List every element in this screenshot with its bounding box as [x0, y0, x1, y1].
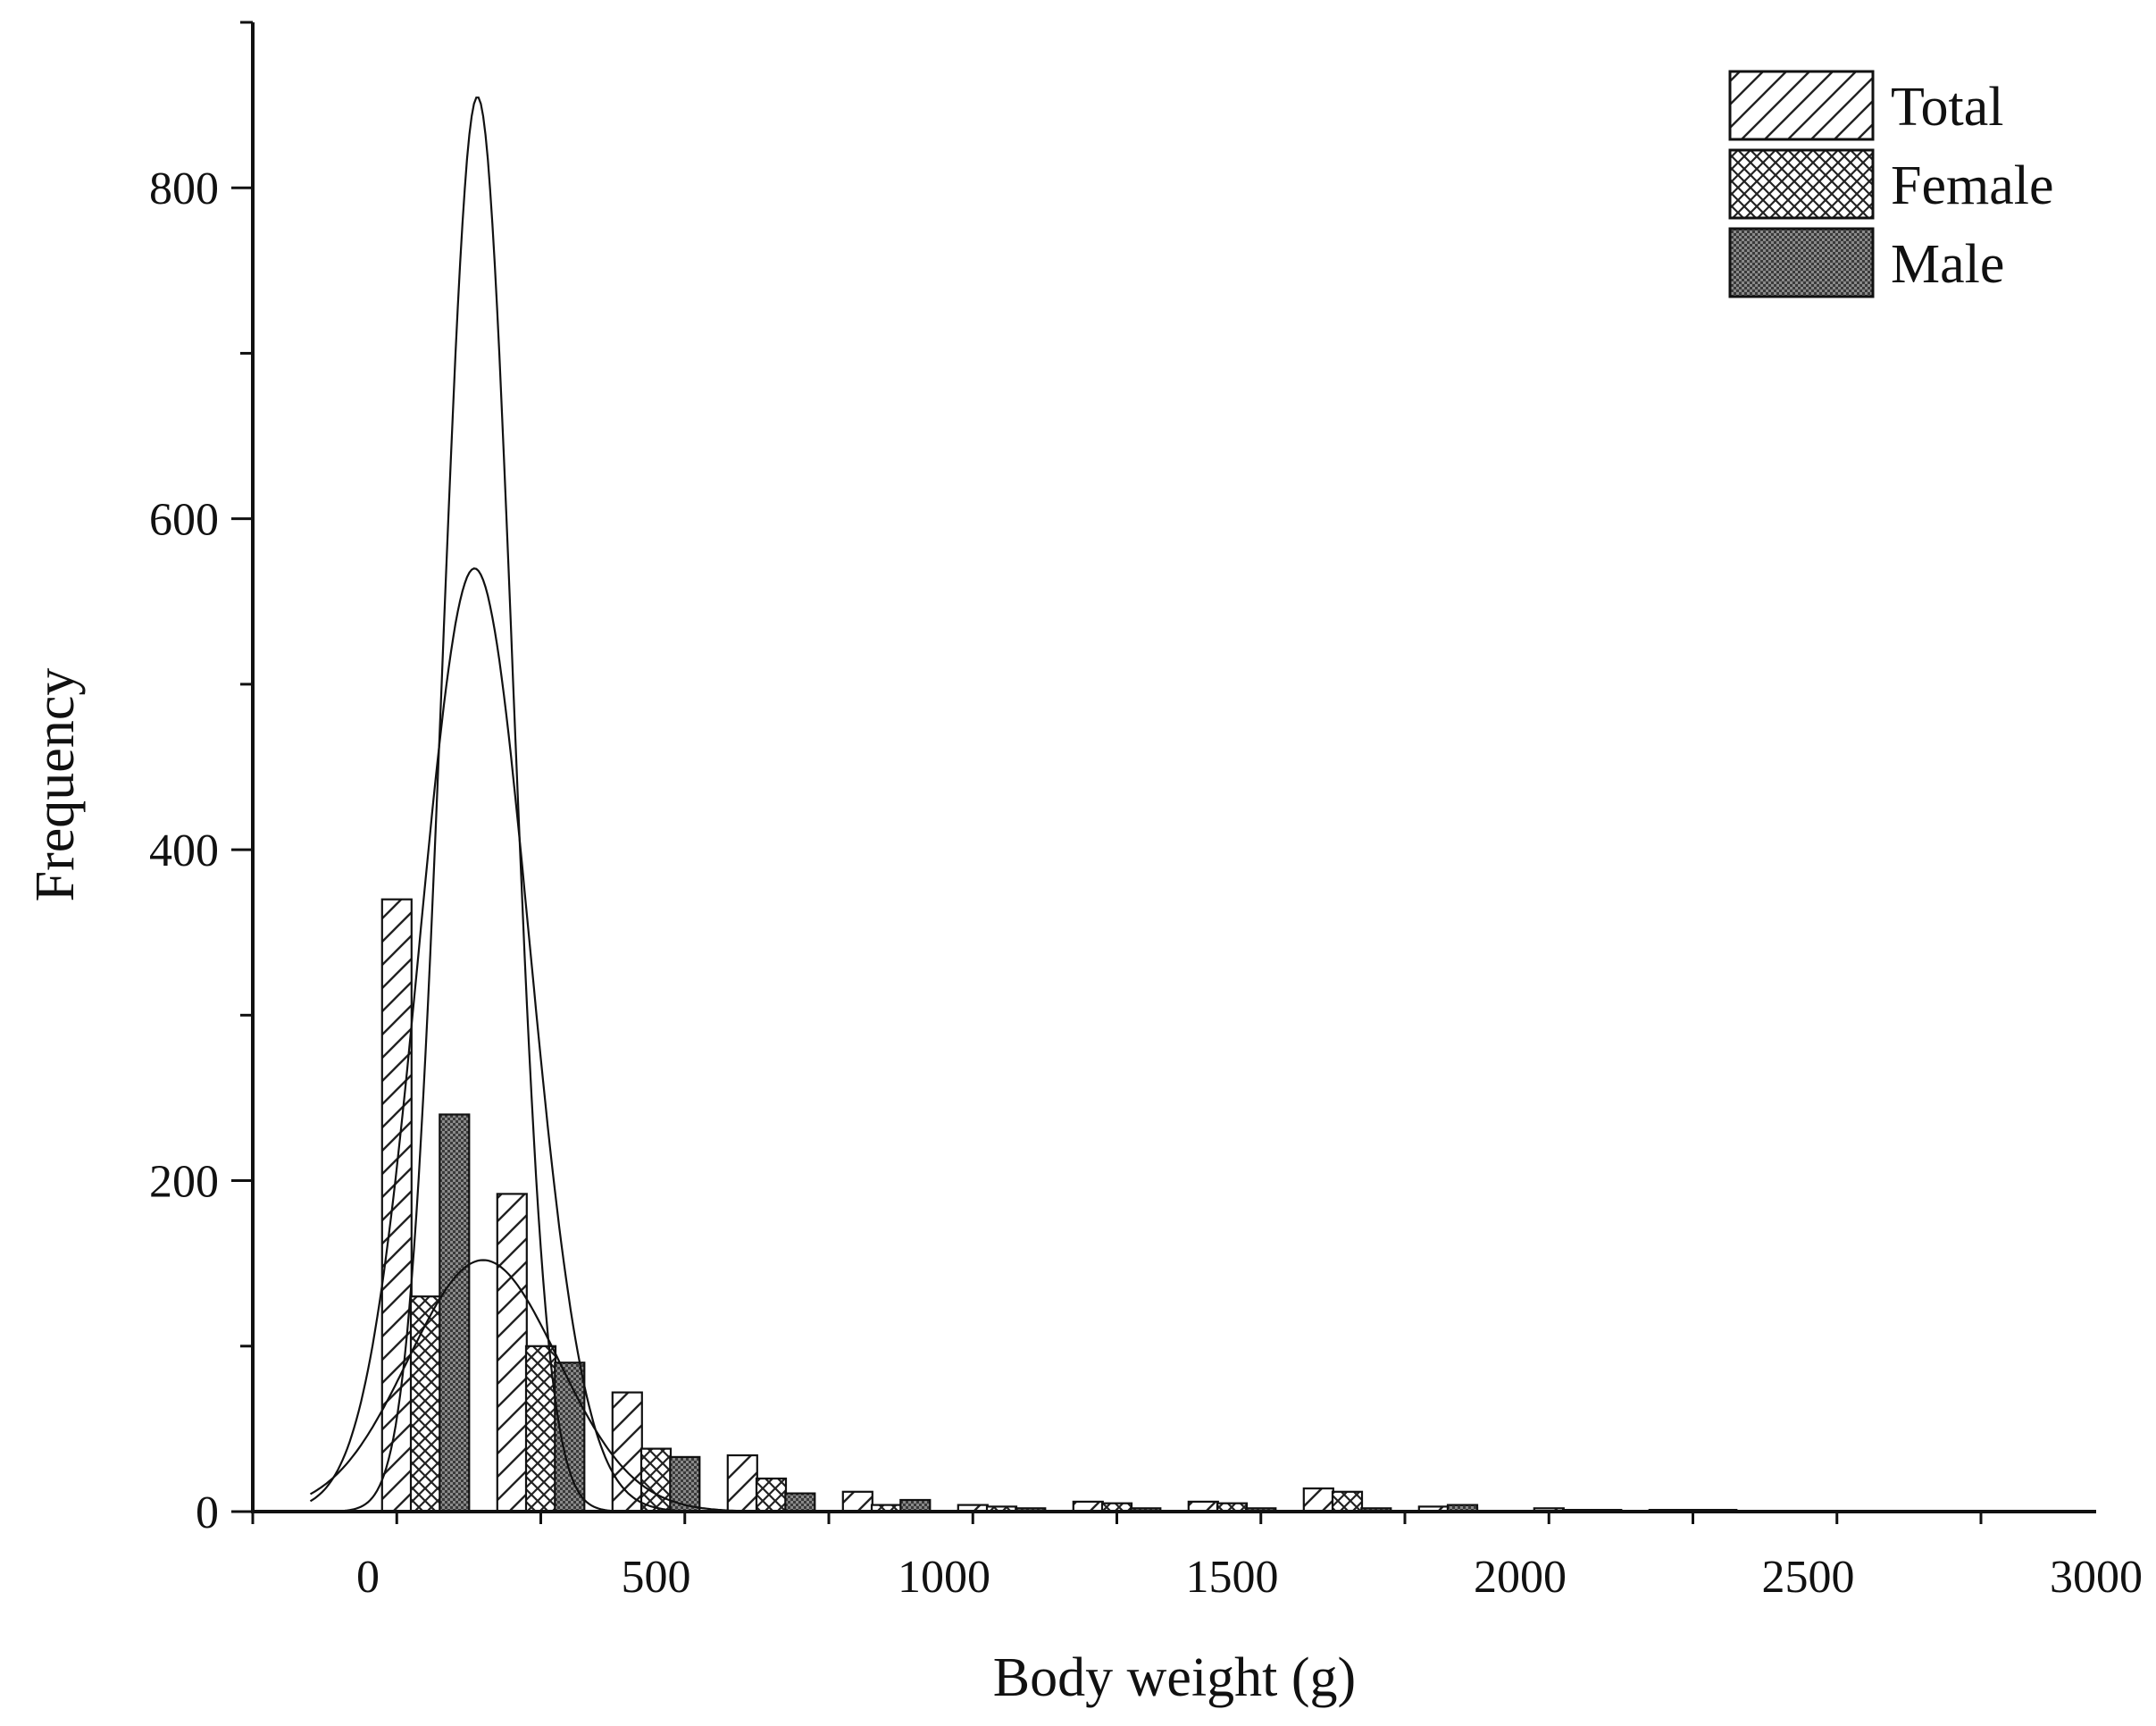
x-axis-title: Body weight (g) [993, 1647, 1356, 1708]
bar-female-0 [409, 1295, 442, 1513]
bar-total-8 [1302, 1487, 1334, 1513]
bar-male-2 [669, 1455, 701, 1513]
bar-male-1 [554, 1362, 586, 1513]
bar-total-4 [841, 1490, 873, 1513]
y-tick-label: 600 [149, 495, 219, 546]
x-tick-label: 500 [622, 1552, 691, 1603]
legend: Total Female Male [1728, 70, 2054, 298]
legend-label-male: Male [1891, 234, 2004, 295]
bar-male-0 [439, 1113, 471, 1513]
legend-swatch-total [1728, 70, 1875, 141]
x-tick-label: 0 [356, 1552, 380, 1603]
y-tick-label: 400 [149, 825, 219, 876]
bar-total-3 [726, 1454, 758, 1513]
legend-swatch-female [1728, 148, 1875, 220]
x-tick-label: 1500 [1186, 1552, 1279, 1603]
bar-male-3 [784, 1492, 816, 1513]
fit-curves [309, 96, 2096, 1513]
y-tick-label: 200 [149, 1157, 219, 1208]
y-tick-label: 0 [196, 1487, 219, 1538]
bar-total-0 [380, 898, 413, 1513]
bar-female-3 [755, 1477, 788, 1513]
bar-total-1 [496, 1193, 528, 1513]
x-tick-label: 1000 [898, 1552, 990, 1603]
bars [380, 898, 1738, 1513]
legend-label-female: Female [1891, 155, 2054, 216]
bar-female-8 [1331, 1490, 1364, 1513]
legend-label-total: Total [1891, 77, 2004, 138]
y-axis-title: Frequency [25, 668, 86, 902]
fit-curve-male [310, 96, 2096, 1513]
x-tick-label: 3000 [2050, 1552, 2143, 1603]
x-tick-label: 2500 [1762, 1552, 1855, 1603]
x-tick-label: 2000 [1474, 1552, 1567, 1603]
legend-swatch-male [1728, 227, 1875, 298]
y-tick-label: 800 [149, 163, 219, 214]
axes: 0 500 1000 1500 2000 2500 3000 0 200 400 600 800 Bod… [25, 21, 2143, 1708]
bar-female-2 [639, 1447, 673, 1513]
